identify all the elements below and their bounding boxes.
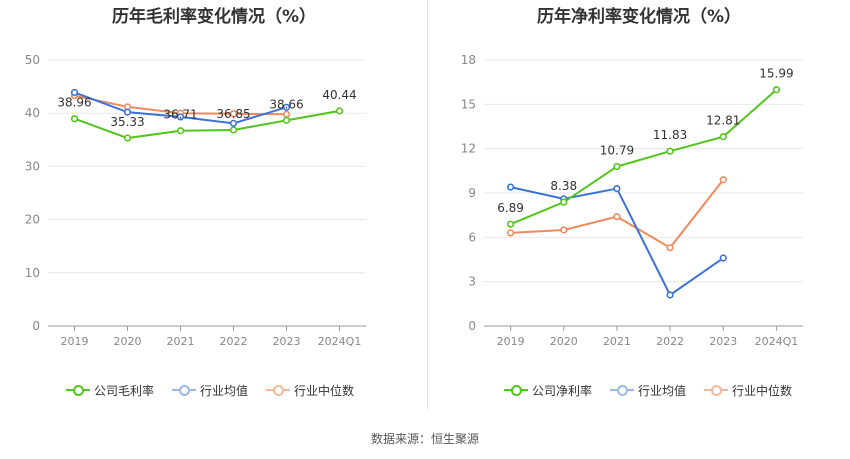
series-line: [510, 186, 724, 297]
data-point: [70, 115, 79, 123]
legend-swatch-blue: [610, 384, 635, 396]
data-point: [719, 254, 727, 262]
legend-swatch-blue: [172, 384, 197, 396]
data-point: [70, 88, 79, 97]
data-point: [506, 183, 515, 191]
legend-item-industry-avg[interactable]: 行业均值: [172, 382, 248, 399]
legend-item-industry-median[interactable]: 行业中位数: [266, 382, 354, 399]
x-tick-label: 2021: [603, 335, 631, 348]
data-label: 40.44: [322, 88, 356, 102]
chart-title-net-margin: 历年净利率变化情况（%）: [536, 7, 742, 27]
legend-swatch-orange: [704, 384, 729, 396]
data-point: [719, 133, 727, 141]
legend-label: 公司毛利率: [94, 383, 155, 398]
data-point: [123, 134, 132, 142]
data-point: [282, 103, 291, 111]
series-line: [74, 109, 340, 140]
legend-net-margin: 公司净利率 行业均值 行业中位数: [504, 380, 810, 400]
legend-swatch-orange: [266, 384, 291, 396]
x-tick-label: 2021: [167, 335, 195, 348]
data-point: [123, 108, 132, 116]
legend-label: 行业中位数: [294, 383, 355, 398]
x-tick-label: 2019: [497, 335, 525, 348]
data-label: 38.66: [269, 97, 303, 111]
data-point: [176, 127, 185, 135]
data-point: [613, 162, 621, 171]
data-point: [772, 86, 781, 94]
x-tick-label: 2019: [61, 335, 89, 348]
data-label: 38.96: [57, 96, 91, 110]
data-point: [282, 110, 291, 118]
panel-divider: [427, 0, 428, 410]
legend-item-industry-median[interactable]: 行业中位数: [704, 382, 792, 399]
legend-label: 公司净利率: [532, 383, 593, 398]
x-tick-label: 2023: [709, 335, 737, 348]
data-label: 8.38: [550, 179, 577, 193]
data-point: [282, 116, 291, 124]
y-tick-label: 6: [468, 230, 476, 244]
x-tick-label: 2022: [220, 335, 248, 348]
data-source: 数据来源：恒生聚源: [370, 432, 479, 446]
chart-title-gross-margin: 历年毛利率变化情况（%）: [111, 7, 317, 27]
x-tick-label: 2024Q1: [318, 335, 362, 348]
y-tick-label: 40: [25, 106, 40, 120]
x-tick-label: 2020: [114, 335, 142, 348]
data-point: [335, 107, 344, 115]
data-label: 36.71: [163, 108, 197, 122]
data-point: [613, 213, 621, 221]
data-point: [666, 291, 674, 299]
data-point: [613, 184, 621, 193]
y-tick-label: 0: [32, 319, 40, 333]
legend-item-industry-avg[interactable]: 行业均值: [610, 382, 686, 399]
legend-label: 行业均值: [638, 383, 687, 398]
y-tick-label: 0: [468, 319, 476, 333]
legend-item-company-gross[interactable]: 公司毛利率: [66, 382, 154, 399]
data-label: 11.83: [653, 128, 687, 142]
y-tick-label: 18: [461, 53, 476, 67]
y-tick-label: 15: [461, 97, 476, 111]
data-point: [560, 198, 568, 206]
y-tick-label: 30: [25, 159, 40, 173]
data-label: 10.79: [600, 144, 634, 158]
x-tick-label: 2023: [273, 335, 301, 348]
data-label: 36.85: [216, 107, 250, 121]
data-label: 15.99: [759, 67, 793, 81]
data-point: [506, 229, 515, 237]
legend-item-company-net[interactable]: 公司净利率: [504, 382, 592, 399]
x-tick-label: 2022: [656, 335, 684, 348]
y-tick-label: 12: [461, 142, 476, 156]
legend-gross-margin: 公司毛利率 行业均值 行业中位数: [66, 380, 372, 400]
y-tick-label: 10: [25, 266, 40, 280]
legend-label: 行业中位数: [732, 383, 793, 398]
x-tick-label: 2020: [550, 335, 578, 348]
y-tick-label: 20: [25, 213, 40, 227]
data-point: [176, 113, 185, 121]
y-tick-label: 3: [468, 275, 476, 289]
y-tick-label: 9: [468, 186, 476, 200]
data-point: [666, 147, 674, 155]
data-point: [229, 126, 238, 134]
data-point: [719, 176, 727, 184]
data-point: [560, 226, 568, 234]
data-label: 35.33: [110, 115, 144, 129]
data-point: [666, 244, 674, 252]
series-line: [510, 88, 778, 226]
legend-swatch-green: [504, 384, 528, 396]
data-point: [229, 119, 238, 127]
legend-swatch-green: [66, 384, 90, 396]
y-tick-label: 50: [25, 53, 40, 67]
legend-label: 行业均值: [200, 383, 249, 398]
data-label: 12.81: [706, 114, 740, 128]
data-point: [229, 110, 238, 118]
x-tick-label: 2024Q1: [755, 335, 799, 348]
data-label: 6.89: [497, 201, 524, 215]
data-point: [506, 220, 515, 228]
